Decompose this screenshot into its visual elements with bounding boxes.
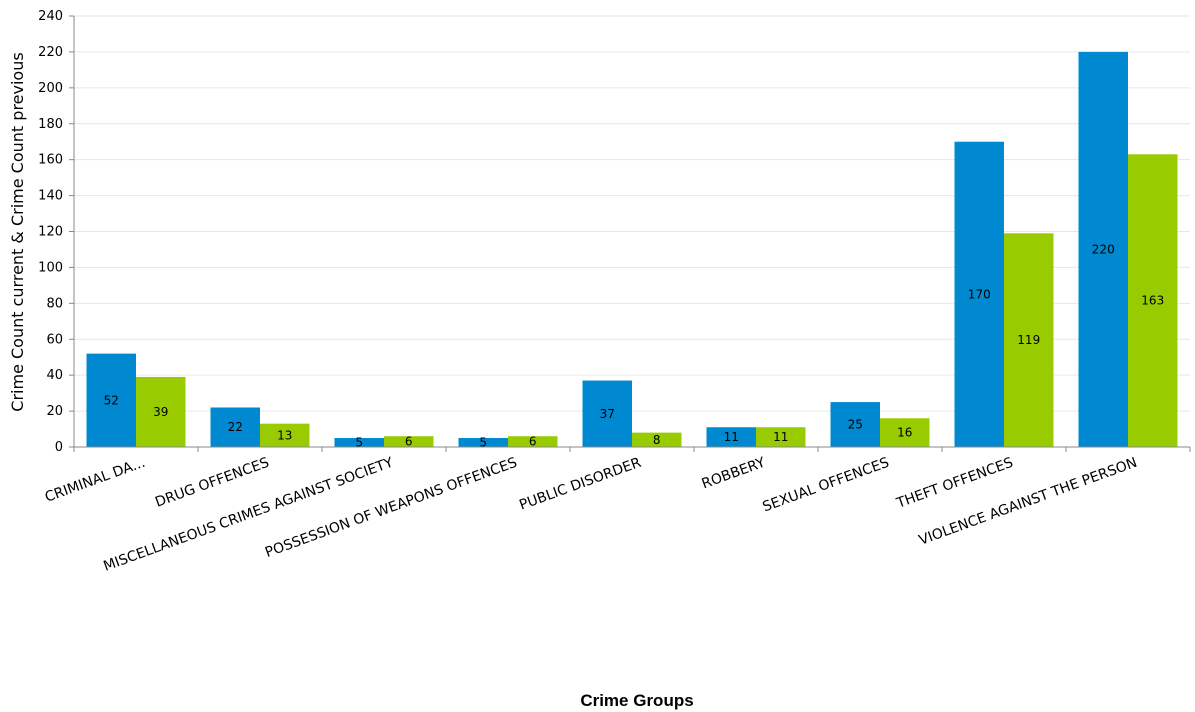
- data-label: 25: [848, 418, 863, 432]
- bars: [86, 51, 1178, 448]
- y-tick-label: 0: [55, 440, 63, 455]
- y-tick-label: 240: [38, 9, 63, 24]
- data-label: 163: [1141, 294, 1164, 308]
- data-label: 220: [1092, 242, 1115, 256]
- data-label: 52: [104, 393, 119, 407]
- bar: [1128, 154, 1178, 447]
- bar: [210, 407, 260, 447]
- y-tick-label: 180: [38, 117, 63, 132]
- bar: [880, 418, 930, 447]
- bar: [86, 353, 136, 447]
- bar: [582, 380, 632, 447]
- bar: [508, 436, 558, 447]
- y-tick-label: 80: [46, 296, 63, 311]
- data-label: 119: [1017, 333, 1040, 347]
- data-label: 6: [529, 435, 537, 449]
- bar: [136, 376, 186, 447]
- data-label: 5: [355, 436, 363, 450]
- y-axis-title: Crime Count current & Crime Count previo…: [8, 52, 27, 411]
- data-label: 22: [228, 420, 243, 434]
- y-tick-label: 220: [38, 45, 63, 60]
- data-label: 170: [968, 287, 991, 301]
- data-label: 8: [653, 433, 661, 447]
- x-tick-label: CRIMINAL DA...: [43, 455, 147, 506]
- x-tick-label: DRUG OFFENCES: [153, 455, 271, 511]
- y-tick-label: 140: [38, 189, 63, 204]
- bar: [260, 423, 310, 447]
- bar: [334, 438, 384, 447]
- y-tick-label: 200: [38, 81, 63, 96]
- bar: [1078, 51, 1128, 448]
- data-label: 16: [897, 426, 912, 440]
- grid-lines: [74, 15, 1190, 412]
- bar: [830, 402, 880, 447]
- data-label: 6: [405, 435, 413, 449]
- x-axis-title: Crime Groups: [580, 691, 693, 710]
- bar: [1004, 233, 1054, 447]
- data-label: 11: [724, 430, 739, 444]
- y-tick-label: 60: [46, 332, 63, 347]
- data-label: 39: [153, 405, 168, 419]
- data-label: 5: [479, 436, 487, 450]
- bar: [954, 141, 1004, 448]
- data-labels: 52 39 22 13 5 6 5 6 37 8 11 11 25 16 170 119 220 163: [104, 242, 1165, 449]
- bar: [756, 427, 806, 447]
- x-tick-label: SEXUAL OFFENCES: [761, 455, 892, 516]
- y-tick-label: 20: [46, 404, 63, 419]
- bar: [384, 436, 434, 447]
- data-label: 11: [773, 430, 788, 444]
- bar: [706, 427, 756, 447]
- y-tick-label: 160: [38, 153, 63, 168]
- data-label: 37: [600, 407, 615, 421]
- x-tick-labels: CRIMINAL DA... DRUG OFFENCESMISCELLANEOUS…: [43, 447, 1191, 575]
- y-tick-label: 120: [38, 225, 63, 240]
- x-tick-label: PUBLIC DISORDER: [517, 455, 643, 514]
- bar: [632, 432, 682, 447]
- x-tick-label: ROBBERY: [700, 455, 768, 493]
- y-tick-label: 40: [46, 368, 63, 383]
- bar: [458, 438, 508, 447]
- data-label: 13: [277, 428, 292, 442]
- y-tick-labels: 0 20 40 60 80 100 120 140 160 180 200 220 240: [38, 9, 74, 455]
- y-tick-label: 100: [38, 260, 63, 275]
- x-tick-label: VIOLENCE AGAINST THE PERSON: [917, 455, 1139, 549]
